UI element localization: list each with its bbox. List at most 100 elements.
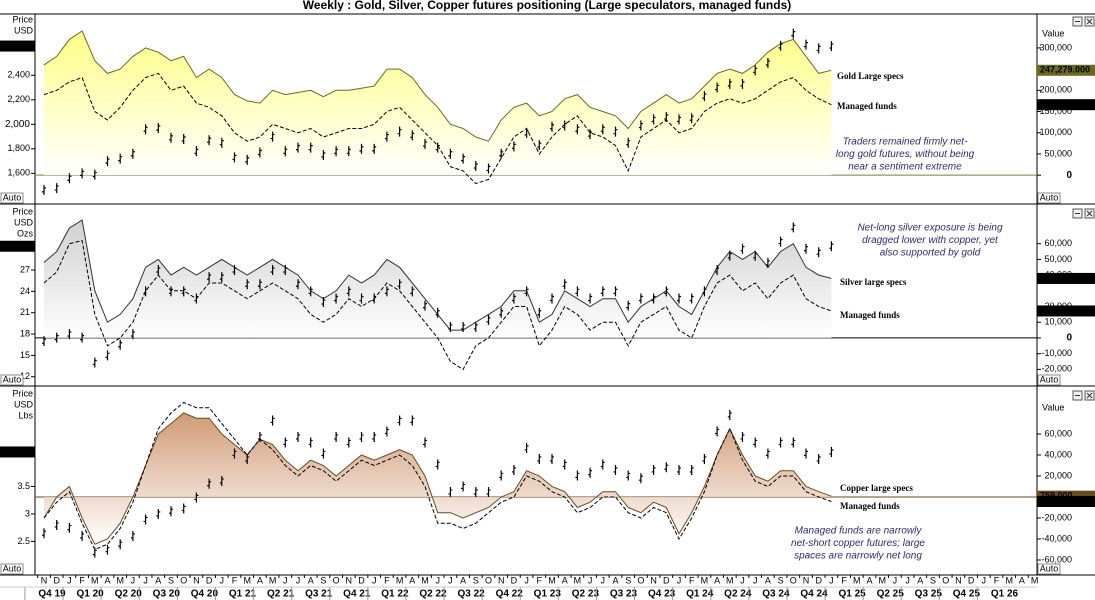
price-bar [600,459,605,470]
area-fill [44,31,832,176]
price-bar [473,486,478,497]
quarter-label: Q4 25 [953,589,981,600]
price-bar [702,91,707,102]
price-bar [423,138,427,149]
price-bar [626,470,631,481]
price-bar [524,127,529,138]
value-box-label: 759.000 [1040,491,1073,501]
quarter-label: Q4 22 [496,589,524,600]
month-label: J [740,575,745,585]
value-box-label: 247,279.000 [1040,65,1090,75]
month-label: D [358,575,365,585]
price-bar [384,286,389,297]
month-label: S [778,575,784,585]
price-bar [715,82,720,93]
price-bar [651,293,656,304]
price-bar [270,131,275,142]
price-bar [740,78,745,89]
auto-button [1037,374,1061,386]
price-bar [207,135,212,146]
quarter-label: Q4 21 [343,589,371,600]
month-label: J [448,575,453,585]
price-bar [499,470,504,481]
price-bar [664,462,669,473]
price-bar [346,286,351,297]
price-bar [753,437,758,448]
price-bar [715,265,720,276]
price-bar [638,293,643,304]
price-bar [524,442,529,453]
y2-tick-label: 20,000 [1044,470,1072,480]
price-bar [156,123,161,133]
price-bar [829,241,834,252]
price-bar [321,149,326,160]
price-bar [80,332,85,343]
quarter-label: Q2 22 [419,589,447,600]
annotation: spaces are narrowly net long [794,551,922,562]
month-label: S [320,575,326,585]
price-bar [42,336,46,347]
month-label: J [829,575,834,585]
month-label: J [601,575,606,585]
quarter-label: Q2 25 [877,589,905,600]
price-bar [334,431,339,442]
auto-label: Auto [3,192,22,202]
y2-tick-label: 300,000 [1039,42,1072,52]
value-box-label: 17,170.000 [1040,305,1085,315]
price-bar [42,184,46,195]
price-bar [80,168,85,179]
price-bar [143,124,148,135]
y-tick-label: 2,400 [7,70,30,80]
price-bar [715,426,720,437]
price-bar [689,293,694,304]
value-box-label: 37,889.000 [1040,273,1085,283]
price-bar [816,43,821,54]
price-bar [169,506,173,517]
month-label: N [650,575,657,585]
month-label: N [803,575,810,585]
price-bar [677,464,681,475]
price-bar [537,140,542,151]
month-label: O [637,575,644,585]
price-bar [461,321,466,332]
price-bar [296,279,300,290]
quarter-label: Q4 23 [648,589,676,600]
price-bar [219,272,224,283]
quarter-label: Q2 21 [267,589,295,600]
price-bar [308,437,313,448]
price-bar [600,286,605,297]
price-bar [778,40,783,51]
price-bar [143,514,148,525]
price-bar [245,154,250,165]
price-bar [651,464,656,475]
chart-title: Weekly : Gold, Silver, Copper futures po… [303,0,792,12]
month-label: N [498,575,505,585]
y2-tick-label: -20,000 [1041,512,1072,522]
price-bar [308,286,313,297]
annotation: Net-long silver exposure is being [857,223,1003,234]
price-bar [372,431,377,442]
month-label: S [625,575,631,585]
y-tick-label: 3 [25,508,30,518]
month-label: F [384,575,390,585]
price-bar [626,137,631,148]
price-bar [194,293,199,304]
price-box [0,446,35,458]
y-tick-label: 15 [20,350,30,360]
price-bar [613,286,618,297]
month-label: M [701,575,709,585]
price-bar [321,297,326,308]
price-bar [118,153,123,164]
y-axis-label: Ozs [17,228,34,238]
price-bar [816,247,821,258]
value-box-label: -4,319.000 [1040,496,1083,506]
auto-button [1037,563,1061,575]
price-bar [588,467,593,478]
price-bar [829,446,834,457]
price-bar [54,332,59,343]
price-bar [689,113,694,124]
month-label: J [588,575,593,585]
price-bar [194,492,199,503]
value-box [1037,305,1095,317]
month-label: M [548,575,556,585]
